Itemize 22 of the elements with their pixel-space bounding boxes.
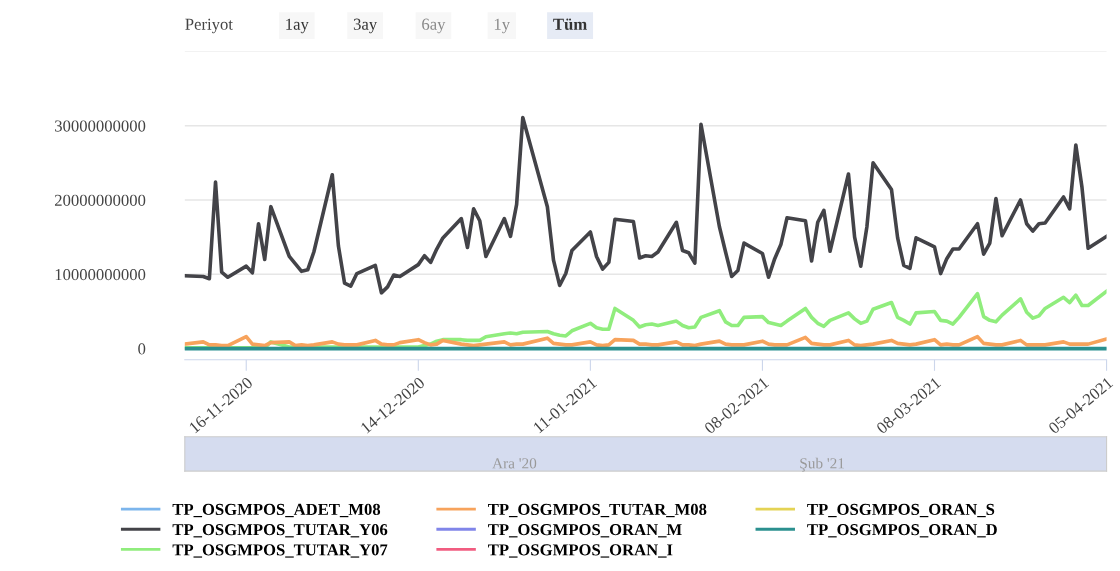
- text: 3ay: [353, 18, 378, 34]
- legend-label: TP_OSGMPOS_ORAN_I: [488, 544, 673, 558]
- text: 6ay: [422, 18, 446, 34]
- text: 1ay: [286, 18, 309, 34]
- legend-label: TP_OSGMPOS_TUTAR_M08: [488, 503, 707, 518]
- legend-label: TP_OSGMPOS_ORAN_M: [488, 524, 682, 538]
- line-series: [184, 334, 1107, 348]
- y-tick-label: 10000000000: [55, 268, 146, 281]
- text: Tüm: [553, 18, 587, 30]
- text: Şub '21: [800, 457, 845, 472]
- text: Ara '20: [492, 458, 537, 469]
- legend-label: TP_OSGMPOS_ADET_M08: [172, 503, 381, 518]
- legend-label: TP_OSGMPOS_ORAN_D: [807, 524, 997, 538]
- y-tick-label: 30000000000: [55, 120, 146, 132]
- legend-label: TP_OSGMPOS_TUTAR_Y07: [172, 544, 388, 558]
- text: 1y: [494, 18, 511, 34]
- legend-label: TP_OSGMPOS_TUTAR_Y06: [172, 524, 388, 538]
- line-series: [184, 115, 1107, 295]
- y-tick-label: 0: [138, 343, 146, 355]
- y-tick-label: 20000000000: [54, 194, 146, 206]
- legend-label: TP_OSGMPOS_ORAN_S: [807, 503, 995, 518]
- text: Periyot: [185, 18, 233, 34]
